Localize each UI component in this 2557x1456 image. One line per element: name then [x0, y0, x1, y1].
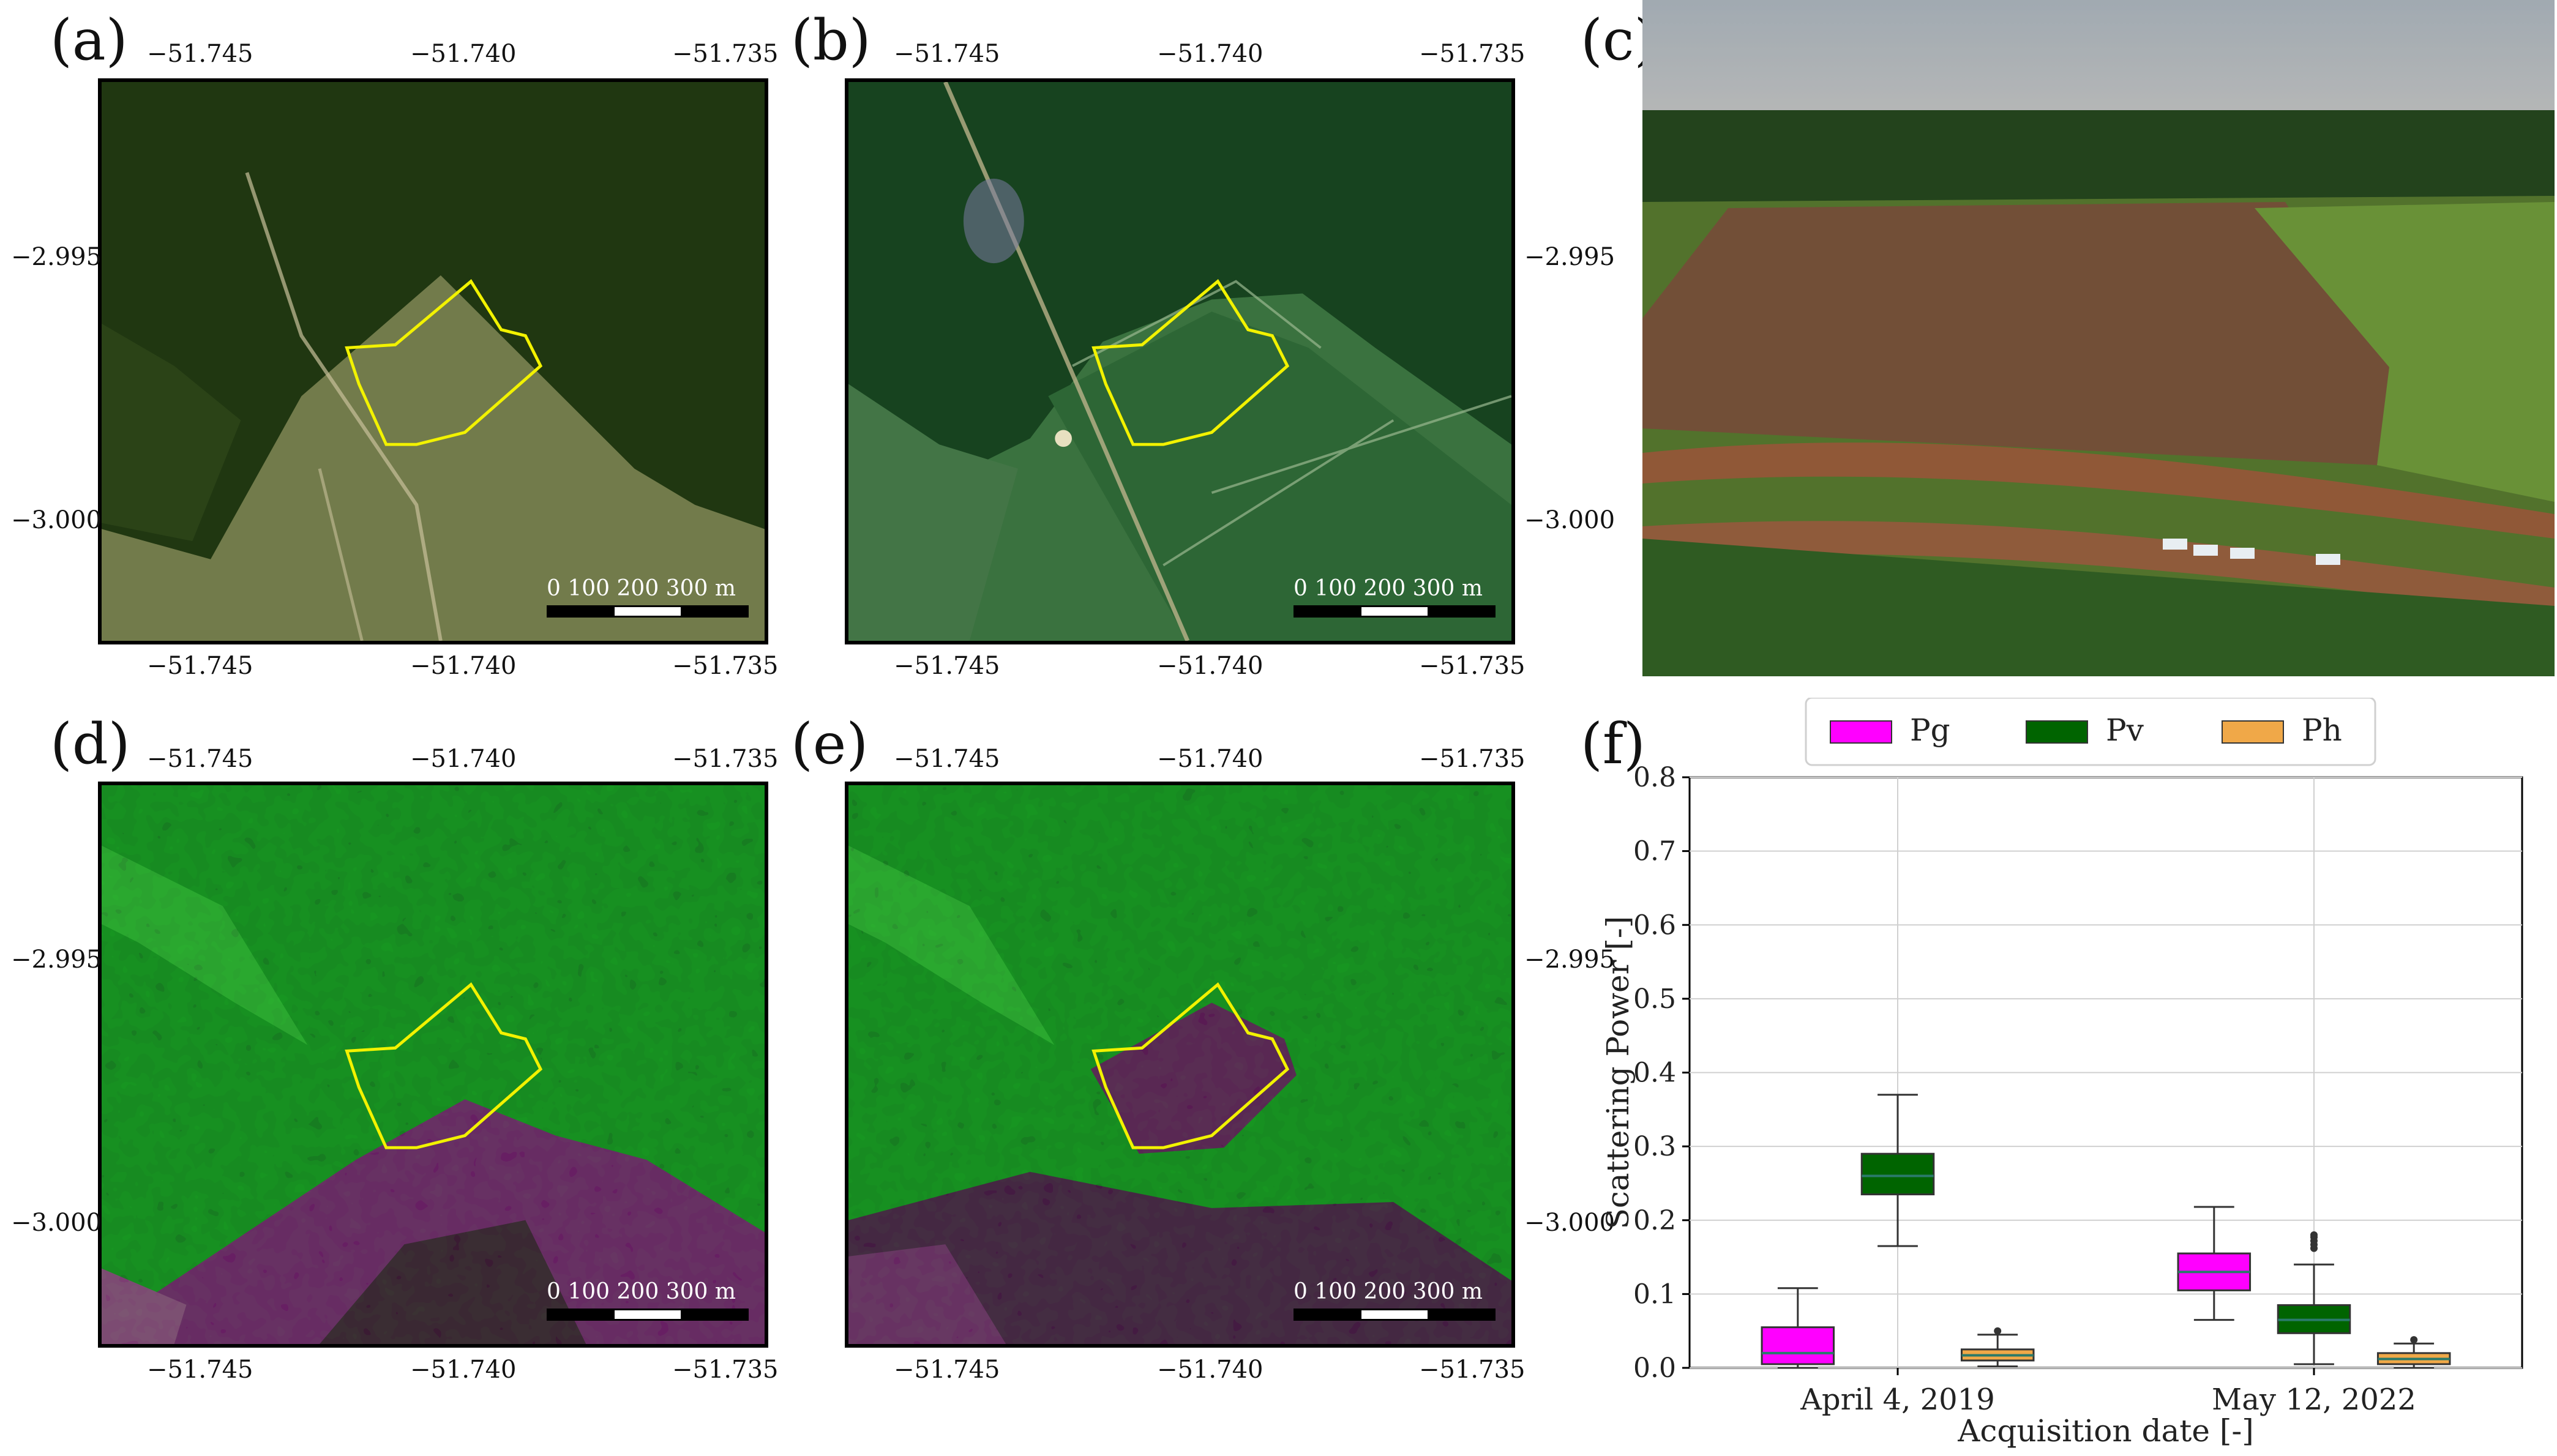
- tick-top-b-3: −51.735: [1419, 40, 1526, 68]
- sar-image-d: [102, 785, 765, 1344]
- legend-swatch-pv: [2026, 720, 2088, 744]
- aoi-outline-b: [1091, 279, 1290, 446]
- box-ph-1-outlier-0: [2410, 1336, 2418, 1344]
- tick-bottom-b-1: −51.745: [894, 652, 1000, 680]
- legend-swatch-pg: [1830, 720, 1892, 744]
- tick-bottom-a-2: −51.740: [410, 652, 517, 680]
- tick-bottom-d-2: −51.740: [410, 1356, 517, 1384]
- scalebar-labels-e: 0 100 200 300 m: [1293, 1279, 1483, 1304]
- tick-left-d-2: −3.000: [11, 1209, 102, 1237]
- tick-top-e-2: −51.740: [1157, 745, 1264, 773]
- panel-label-e: (e): [791, 711, 869, 777]
- tick-left-a-2: −3.000: [11, 506, 102, 534]
- tick-left-a-1: −2.995: [11, 243, 102, 271]
- aoi-outline-a: [345, 279, 543, 446]
- panel-label-f: (f): [1581, 711, 1645, 777]
- scalebar-a: 0 100 200 300 m: [547, 576, 749, 625]
- field-photo-c: [1642, 0, 2555, 676]
- panel-label-d: (d): [50, 711, 130, 777]
- x-axis-label: Acquisition date [-]: [1957, 1413, 2254, 1449]
- map-panel-b: 0 100 200 300 m: [845, 78, 1515, 644]
- boxplot-chart: 0.0 0.1 0.2 0.3 0.4 0.5 0.6 0.7 0.8 April 4, 2019…: [1600, 698, 2523, 1449]
- box-pg-0-body: [1761, 1326, 1835, 1365]
- panel-label-a: (a): [50, 7, 128, 73]
- aoi-outline-d: [345, 982, 543, 1149]
- y-tick-label-6: 0.6: [1633, 909, 1676, 941]
- tick-bottom-a-3: −51.735: [672, 652, 779, 680]
- y-tick-label-0: 0.0: [1633, 1353, 1676, 1384]
- y-tick-label-7: 0.7: [1633, 836, 1676, 867]
- x-tick-label-0: April 4, 2019: [1800, 1383, 1995, 1417]
- tick-top-a-2: −51.740: [410, 40, 517, 68]
- box-pv-1-outlier-4: [2310, 1231, 2318, 1239]
- tick-top-a-1: −51.745: [147, 40, 253, 68]
- tick-top-b-2: −51.740: [1157, 40, 1264, 68]
- legend-label-ph: Ph: [2302, 712, 2342, 748]
- y-tick-label-2: 0.2: [1633, 1205, 1676, 1236]
- aerial-image-a: [102, 82, 765, 641]
- tick-top-a-3: −51.735: [672, 40, 779, 68]
- map-panel-a: 0 100 200 300 m: [98, 78, 768, 644]
- tick-right-b-1: −2.995: [1524, 243, 1615, 271]
- tick-top-d-1: −51.745: [147, 745, 253, 773]
- tick-top-b-1: −51.745: [894, 40, 1000, 68]
- aoi-outline-e: [1091, 982, 1290, 1149]
- tick-bottom-a-1: −51.745: [147, 652, 253, 680]
- x-tick-label-1: May 12, 2022: [2212, 1383, 2416, 1417]
- tick-right-e-2: −3.000: [1524, 1209, 1615, 1237]
- scalebar-e: 0 100 200 300 m: [1293, 1279, 1496, 1328]
- tick-bottom-e-1: −51.745: [894, 1356, 1000, 1384]
- legend-label-pv: Pv: [2106, 712, 2144, 748]
- scalebar-labels-d: 0 100 200 300 m: [547, 1279, 736, 1304]
- tick-right-b-2: −3.000: [1524, 506, 1615, 534]
- scalebar-d: 0 100 200 300 m: [547, 1279, 749, 1328]
- y-tick-label-1: 0.1: [1633, 1279, 1676, 1310]
- y-tick-label-8: 0.8: [1633, 762, 1676, 793]
- tick-bottom-b-2: −51.740: [1157, 652, 1264, 680]
- scalebar-labels-a: 0 100 200 300 m: [547, 576, 736, 601]
- y-axis-label: Scattering Power [-]: [1600, 916, 1636, 1230]
- legend-label-pg: Pg: [1910, 712, 1950, 748]
- map-panel-e: 0 100 200 300 m: [845, 782, 1515, 1348]
- tick-bottom-b-3: −51.735: [1419, 652, 1526, 680]
- tick-top-d-3: −51.735: [672, 745, 779, 773]
- box-pv-0-body: [1860, 1152, 1935, 1196]
- tick-bottom-d-1: −51.745: [147, 1356, 253, 1384]
- tick-top-e-1: −51.745: [894, 745, 1000, 773]
- tick-bottom-e-2: −51.740: [1157, 1356, 1264, 1384]
- tick-right-e-1: −2.995: [1524, 946, 1615, 974]
- y-tick-label-4: 0.4: [1633, 1058, 1676, 1089]
- tick-bottom-d-3: −51.735: [672, 1356, 779, 1384]
- box-ph-0-outlier-0: [1994, 1327, 2002, 1335]
- tick-left-d-1: −2.995: [11, 946, 102, 974]
- scalebar-b: 0 100 200 300 m: [1293, 576, 1496, 625]
- map-panel-d: 0 100 200 300 m: [98, 782, 768, 1348]
- y-tick-label-3: 0.3: [1633, 1131, 1676, 1162]
- satellite-image-b: [848, 82, 1511, 641]
- sar-image-e: [848, 785, 1511, 1344]
- scalebar-labels-b: 0 100 200 300 m: [1293, 576, 1483, 601]
- tick-top-e-3: −51.735: [1419, 745, 1526, 773]
- legend-box: [1805, 698, 2376, 766]
- tick-bottom-e-3: −51.735: [1419, 1356, 1526, 1384]
- panel-label-b: (b): [791, 7, 871, 73]
- legend-swatch-ph: [2222, 720, 2284, 744]
- tick-top-d-2: −51.740: [410, 745, 517, 773]
- y-tick-label-5: 0.5: [1633, 984, 1676, 1015]
